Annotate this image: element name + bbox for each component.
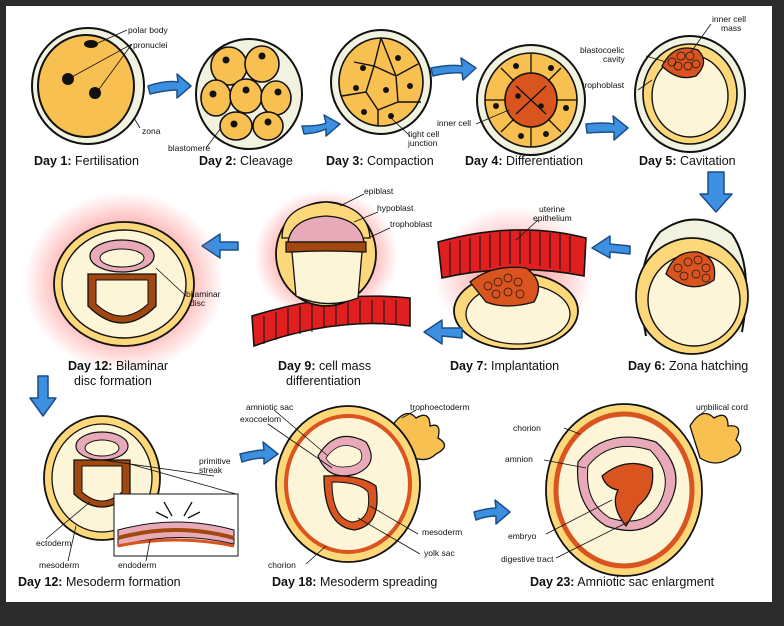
pronucleus-1 bbox=[62, 73, 74, 85]
label-primitive-1: primitive bbox=[199, 456, 231, 466]
day1-zygote bbox=[31, 27, 145, 145]
label-bilaminar-1: bilaminar bbox=[186, 289, 221, 299]
arrow-2-3 bbox=[301, 114, 341, 137]
label-endoderm: endoderm bbox=[118, 560, 156, 570]
arrow-1-2 bbox=[147, 73, 192, 99]
label-inner-cell-mass-2: mass bbox=[721, 23, 741, 33]
arrow-12b-18 bbox=[239, 441, 279, 465]
label-mesoderm-18: mesoderm bbox=[422, 527, 462, 537]
label-blastocoelic-1: blastocoelic bbox=[580, 45, 625, 55]
day12-mesoderm bbox=[43, 415, 239, 562]
label-pronuclei: pronuclei bbox=[133, 40, 168, 50]
label-uterine-1: uterine bbox=[539, 204, 565, 214]
day6-zona-hatching bbox=[635, 218, 749, 355]
label-chorion-18: chorion bbox=[268, 560, 296, 570]
caption-day9: Day 9: cell mass bbox=[278, 359, 371, 373]
label-amnion: amnion bbox=[505, 454, 533, 464]
day23-amniotic-enlargement bbox=[543, 403, 742, 577]
caption-day23: Day 23: Amniotic sac enlargment bbox=[530, 575, 715, 589]
arrow-4-5 bbox=[585, 115, 629, 141]
label-trophoectoderm: trophoectoderm bbox=[410, 402, 470, 412]
day3-compaction bbox=[330, 29, 432, 137]
arrow-5-6 bbox=[699, 171, 733, 213]
label-junction: junction bbox=[407, 138, 438, 148]
embryo-development-diagram: polar body pronuclei zona blastomere tig… bbox=[18, 14, 749, 589]
arrow-7-9 bbox=[423, 319, 463, 345]
caption-day18: Day 18: Mesoderm spreading bbox=[272, 575, 437, 589]
label-exocoelom: exocoelom bbox=[240, 414, 281, 424]
label-inner-cell: inner cell bbox=[437, 118, 471, 128]
caption-day12a: Day 12: Bilaminar bbox=[68, 359, 168, 373]
label-epiblast: epiblast bbox=[364, 186, 394, 196]
label-blastocoelic-2: cavity bbox=[603, 54, 625, 64]
label-tight-cell: tight cell bbox=[408, 129, 439, 139]
polar-body-shape bbox=[84, 40, 98, 48]
label-trophoblast-5: trophoblast bbox=[582, 80, 625, 90]
day5-cavitation bbox=[634, 23, 746, 153]
caption-day6: Day 6: Zona hatching bbox=[628, 359, 748, 373]
label-embryo: embryo bbox=[508, 531, 537, 541]
label-polar-body: polar body bbox=[128, 25, 168, 35]
label-ectoderm: ectoderm bbox=[36, 538, 71, 548]
label-zona: zona bbox=[142, 126, 161, 136]
label-mesoderm-12: mesoderm bbox=[39, 560, 79, 570]
label-inner-cell-mass-1: inner cell bbox=[712, 14, 746, 24]
day9-cell-mass bbox=[251, 190, 411, 348]
caption-day3: Day 3: Compaction bbox=[326, 154, 434, 168]
caption-day12b: Day 12: Mesoderm formation bbox=[18, 575, 181, 589]
day4-differentiation bbox=[475, 44, 586, 156]
diagram-frame: polar body pronuclei zona blastomere tig… bbox=[6, 6, 772, 602]
caption-day2: Day 2: Cleavage bbox=[199, 154, 293, 168]
label-hypoblast: hypoblast bbox=[377, 203, 414, 213]
label-digestive-tract: digestive tract bbox=[501, 554, 554, 564]
label-primitive-2: streak bbox=[199, 465, 223, 475]
day18-mesoderm-spreading bbox=[267, 405, 446, 565]
caption-day7: Day 7: Implantation bbox=[450, 359, 559, 373]
caption-day12a-line2: disc formation bbox=[74, 374, 152, 388]
label-chorion-23: chorion bbox=[513, 423, 541, 433]
caption-day1: Day 1: Fertilisation bbox=[34, 154, 139, 168]
label-amniotic-sac: amniotic sac bbox=[246, 402, 294, 412]
arrow-3-4 bbox=[430, 57, 477, 81]
label-trophoblast-9: trophoblast bbox=[390, 219, 433, 229]
label-uterine-2: epithelium bbox=[533, 213, 572, 223]
day2-cleavage bbox=[195, 38, 303, 150]
caption-day4: Day 4: Differentiation bbox=[465, 154, 583, 168]
arrow-12-12b bbox=[29, 375, 57, 417]
label-yolk-sac: yolk sac bbox=[424, 548, 455, 558]
arrow-6-7 bbox=[591, 235, 631, 259]
day12-bilaminar bbox=[24, 192, 224, 372]
label-bilaminar-2: disc bbox=[190, 298, 206, 308]
day7-implantation bbox=[434, 206, 594, 350]
label-blastomere: blastomere bbox=[168, 143, 210, 153]
caption-day5: Day 5: Cavitation bbox=[639, 154, 736, 168]
arrow-18-23 bbox=[473, 499, 511, 525]
caption-day9-line2: differentiation bbox=[286, 374, 361, 388]
label-umbilical-cord: umbilical cord bbox=[696, 402, 748, 412]
